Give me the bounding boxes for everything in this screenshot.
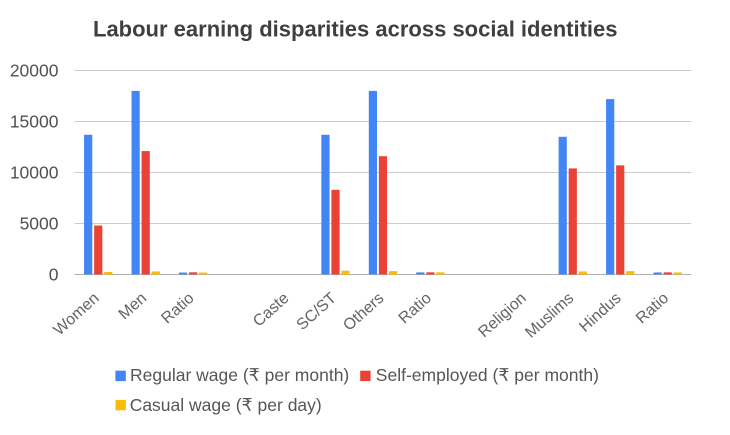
svg-text:per day): per day) <box>253 395 322 415</box>
svg-text:Labour earning disparities acr: Labour earning disparities across social… <box>93 17 618 42</box>
svg-text:Self-employed (: Self-employed ( <box>376 365 499 385</box>
svg-text:10000: 10000 <box>10 163 59 183</box>
svg-text:5000: 5000 <box>20 214 59 234</box>
svg-text:15000: 15000 <box>10 112 59 132</box>
svg-text:Casual wage (: Casual wage ( <box>130 395 242 415</box>
svg-text:0: 0 <box>49 265 59 285</box>
svg-text:20000: 20000 <box>10 61 59 81</box>
svg-text:per month): per month) <box>260 365 349 385</box>
svg-text:per month): per month) <box>509 365 598 385</box>
svg-text:Regular wage (: Regular wage ( <box>130 365 249 385</box>
